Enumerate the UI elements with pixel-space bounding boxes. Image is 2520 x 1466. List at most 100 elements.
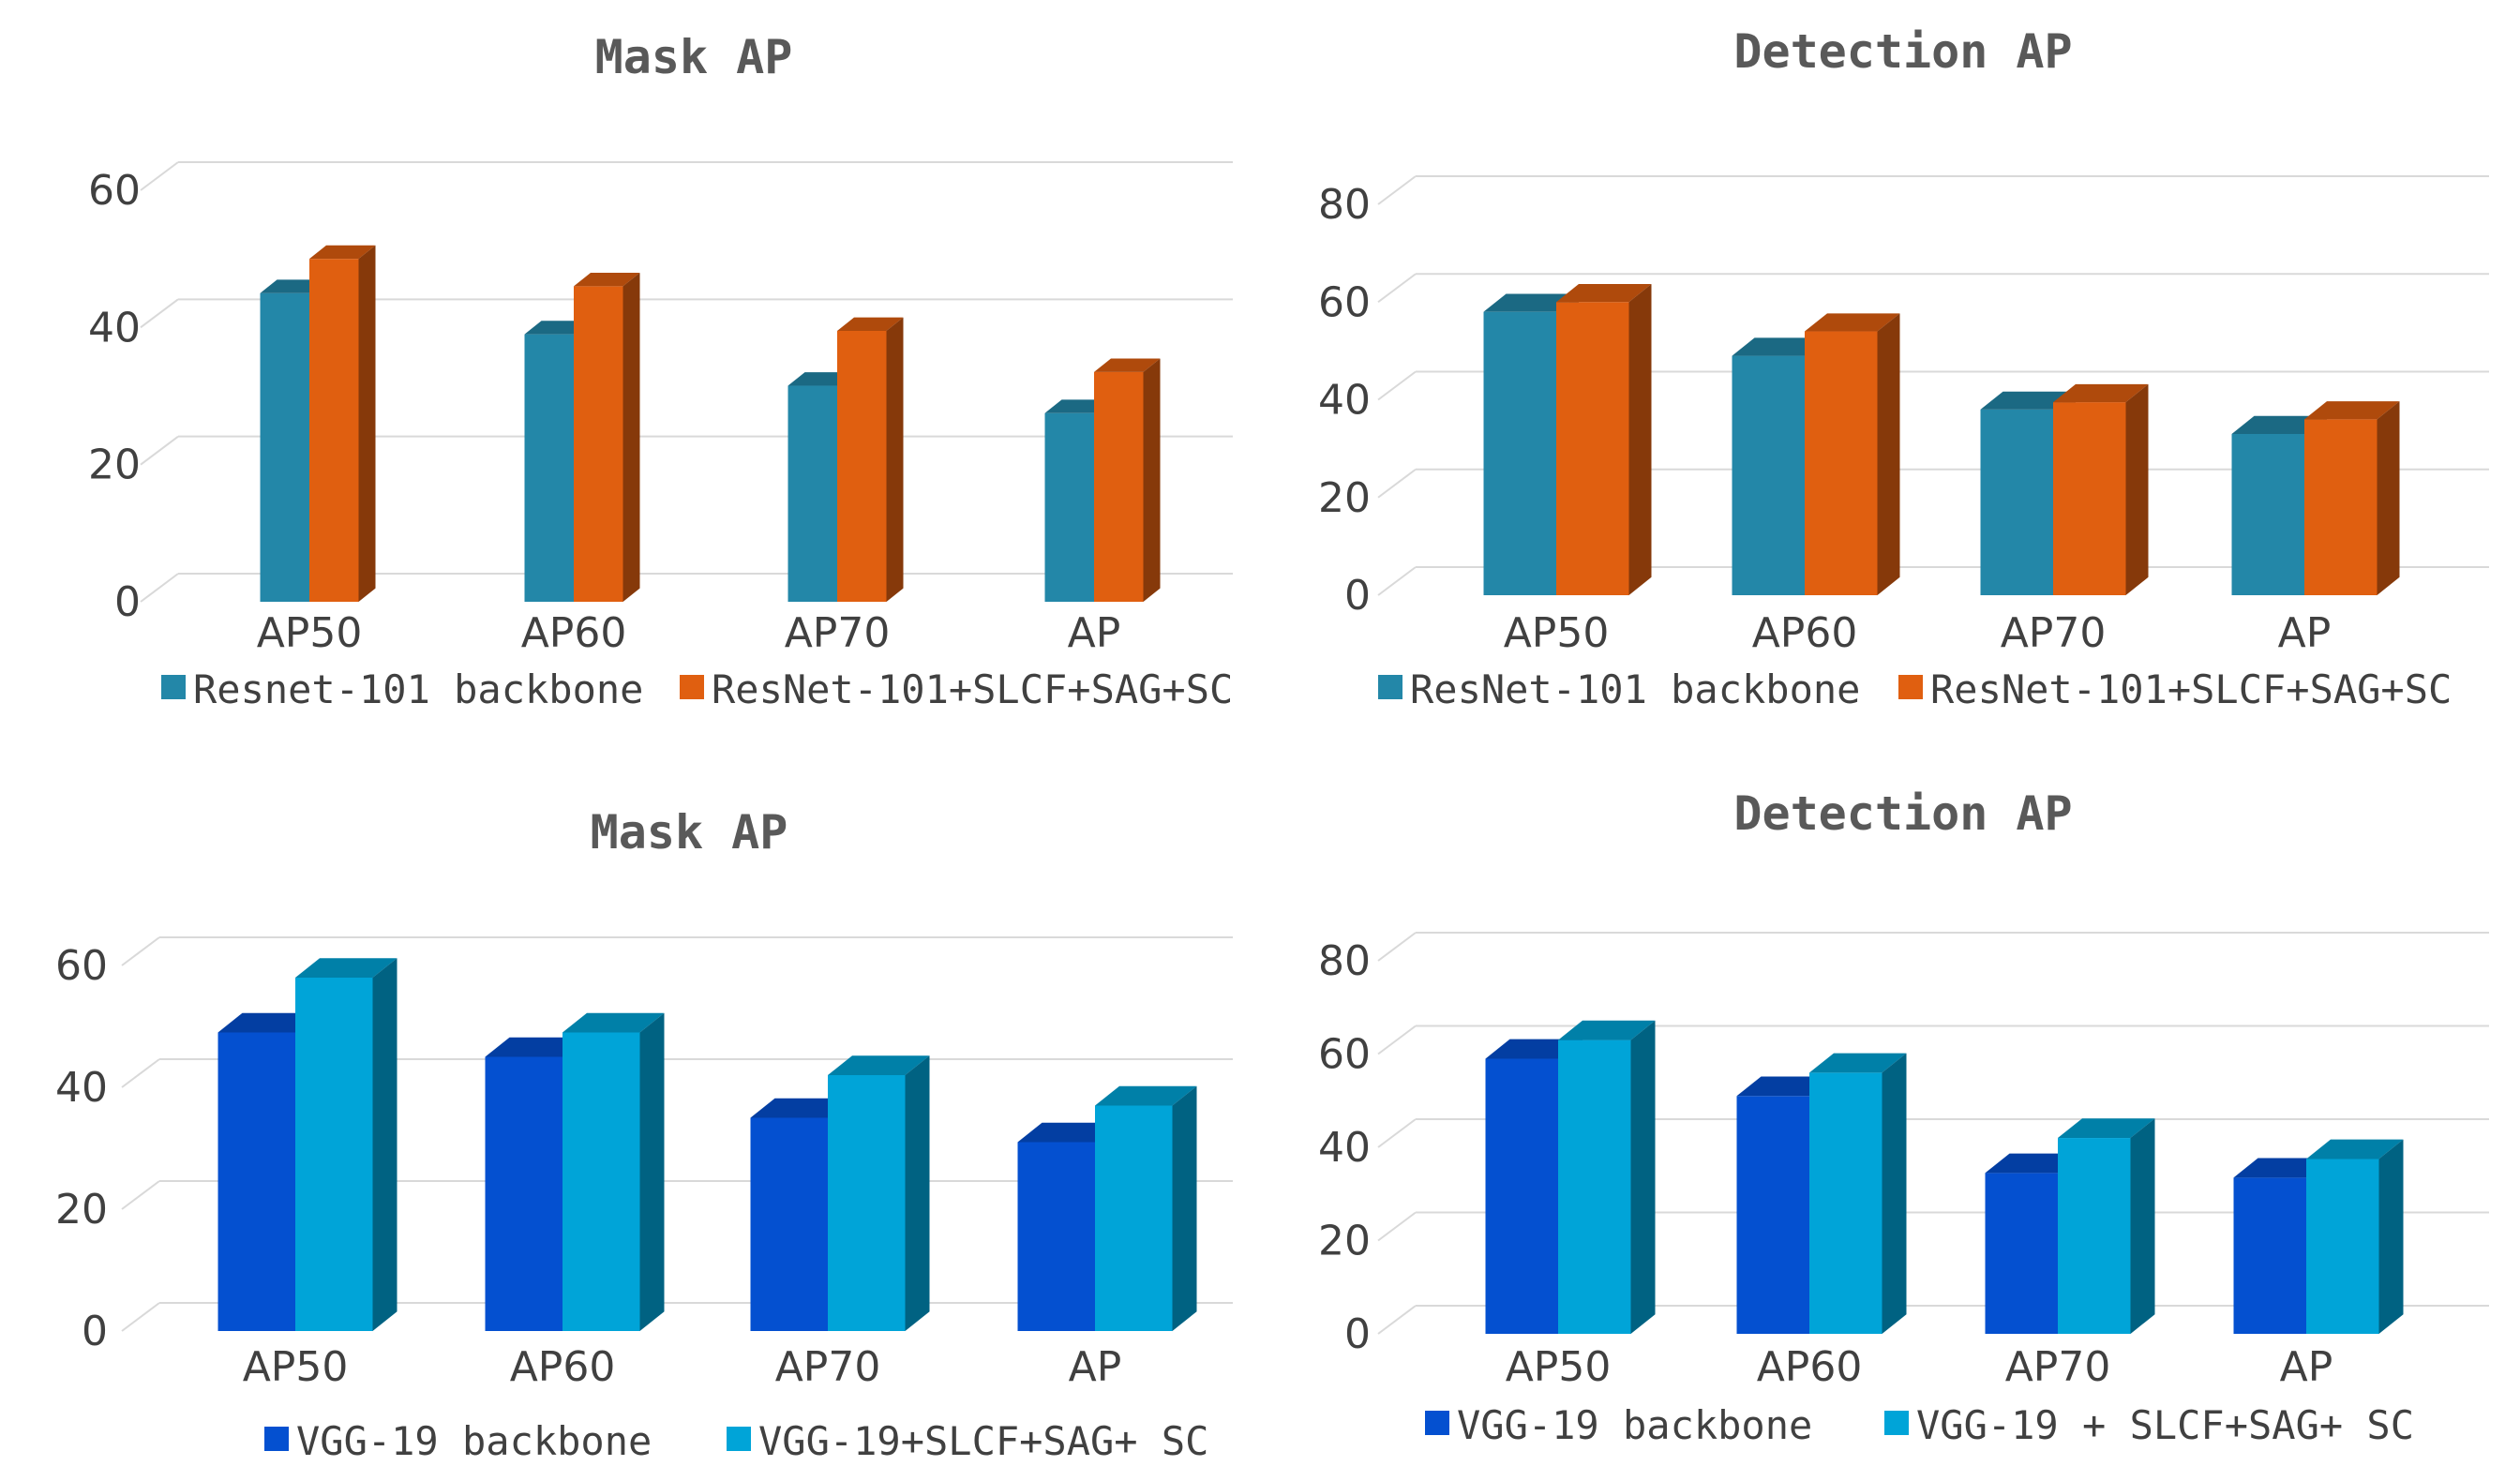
x-category-label: AP [2278,609,2332,657]
bar [788,385,837,602]
x-category-label: AP70 [2001,609,2107,657]
gridline-diagonal [1377,1211,1417,1242]
bar-top [750,1098,852,1118]
x-category-label: AP [1069,1343,1122,1391]
y-tick-label: 0 [1344,1310,1371,1358]
bar-top [309,245,376,260]
bar [1805,331,1878,595]
legend-label: VGG-19 backbone [1457,1402,1812,1448]
bar-side [1877,313,1900,595]
bar-side [372,958,398,1331]
gridline-diagonal [1377,1118,1417,1148]
bar-side [1630,1020,1656,1334]
bar-top [1805,313,1900,332]
x-category-label: AP50 [1506,1343,1612,1391]
bar-top [2058,1118,2155,1139]
gridline-diagonal [1377,273,1417,304]
legend-swatch [264,1427,289,1451]
bar-side [1882,1053,1907,1334]
bar [837,330,887,602]
y-tick-label: 60 [1318,1031,1371,1079]
y-tick-label: 60 [55,942,108,990]
legend-swatch [1378,675,1402,699]
bar [2233,1177,2306,1334]
bar-side [2378,1139,2404,1334]
legend-swatch [161,675,186,699]
chart-title: Mask AP [595,30,793,84]
bar-top [828,1055,930,1075]
bar [1980,409,2053,595]
bar-top [1980,391,2076,410]
legend-label: ResNet-101+SLCF+SAG+SC [1930,666,2452,712]
bar [1044,412,1094,602]
chart-panel-1: Mask AP 0 20 40 60 AP50 AP60 AP70 AP Resnet-101 b… [88,30,1233,712]
chart-panel-4: Detection AP 0 20 40 60 80 AP50 AP60 AP70 AP VGG-1… [1318,786,2489,1448]
x-category-label: AP [1068,609,1121,657]
x-category-label: AP60 [1752,609,1858,657]
bar-top [574,273,640,287]
bar-side [639,1012,665,1331]
y-tick-label: 0 [1344,572,1371,620]
y-tick-label: 40 [1318,1124,1371,1172]
y-tick-label: 80 [1318,937,1371,985]
x-category-label: AP50 [1504,609,1610,657]
bar-top [837,317,904,331]
x-category-label: AP60 [510,1343,616,1391]
y-tick-label: 80 [1318,181,1371,229]
gridline-diagonal [1377,1025,1417,1055]
bar-side [622,273,640,602]
y-tick-label: 20 [88,441,141,489]
x-category-label: AP50 [243,1343,349,1391]
legend-label: Resnet-101 backbone [193,666,643,712]
x-category-label: AP [2280,1343,2333,1391]
y-tick-label: 20 [1318,1218,1371,1265]
chart-title: Detection AP [1733,24,2072,79]
bar [574,286,623,602]
gridline-diagonal [121,1058,160,1088]
bar [1736,1096,1809,1334]
y-tick-label: 40 [55,1064,108,1112]
bar-side [2125,383,2149,595]
x-category-label: AP70 [785,609,891,657]
bar [750,1117,828,1331]
x-category-label: AP70 [775,1343,881,1391]
gridline-diagonal [1377,1305,1417,1335]
y-tick-label: 20 [1318,474,1371,522]
legend-swatch [1884,1411,1909,1435]
bar-side [1628,284,1652,595]
legend-swatch [1425,1411,1449,1435]
bar [1095,1105,1173,1331]
bar-top [1095,1085,1197,1106]
bar [309,259,359,602]
bar [524,334,574,602]
bar-top [2053,383,2149,403]
legend-swatch [727,1427,751,1451]
bar-top [1483,293,1579,312]
bar-top [1732,337,1827,356]
bar [218,1032,295,1331]
bar [260,292,309,602]
legend-swatch [680,675,704,699]
bar [2053,402,2126,595]
chart-panel-3: Mask AP 0 20 40 60 AP50 AP60 AP70 AP VGG-19 backb… [55,805,1233,1464]
bar-top [1094,358,1161,372]
bar-top [485,1037,587,1057]
gridline-diagonal [1377,468,1417,499]
bar-top [218,1012,320,1033]
bar-top [1017,1122,1119,1143]
bar [295,978,373,1331]
bar [1985,1173,2058,1334]
chart-title: Detection AP [1733,786,2072,841]
gridline-diagonal [1377,932,1417,962]
bar [2306,1159,2379,1334]
gridline-diagonal [121,936,160,966]
bar-top [562,1012,665,1033]
bar-side [2377,401,2400,595]
legend-swatch [1898,675,1923,699]
bar-top [2306,1139,2404,1159]
bar [2231,433,2304,595]
bar [1809,1072,1882,1334]
legend-label: VGG-19+SLCF+SAG+ SC [758,1418,1208,1461]
x-category-label: AP60 [1757,1343,1863,1391]
